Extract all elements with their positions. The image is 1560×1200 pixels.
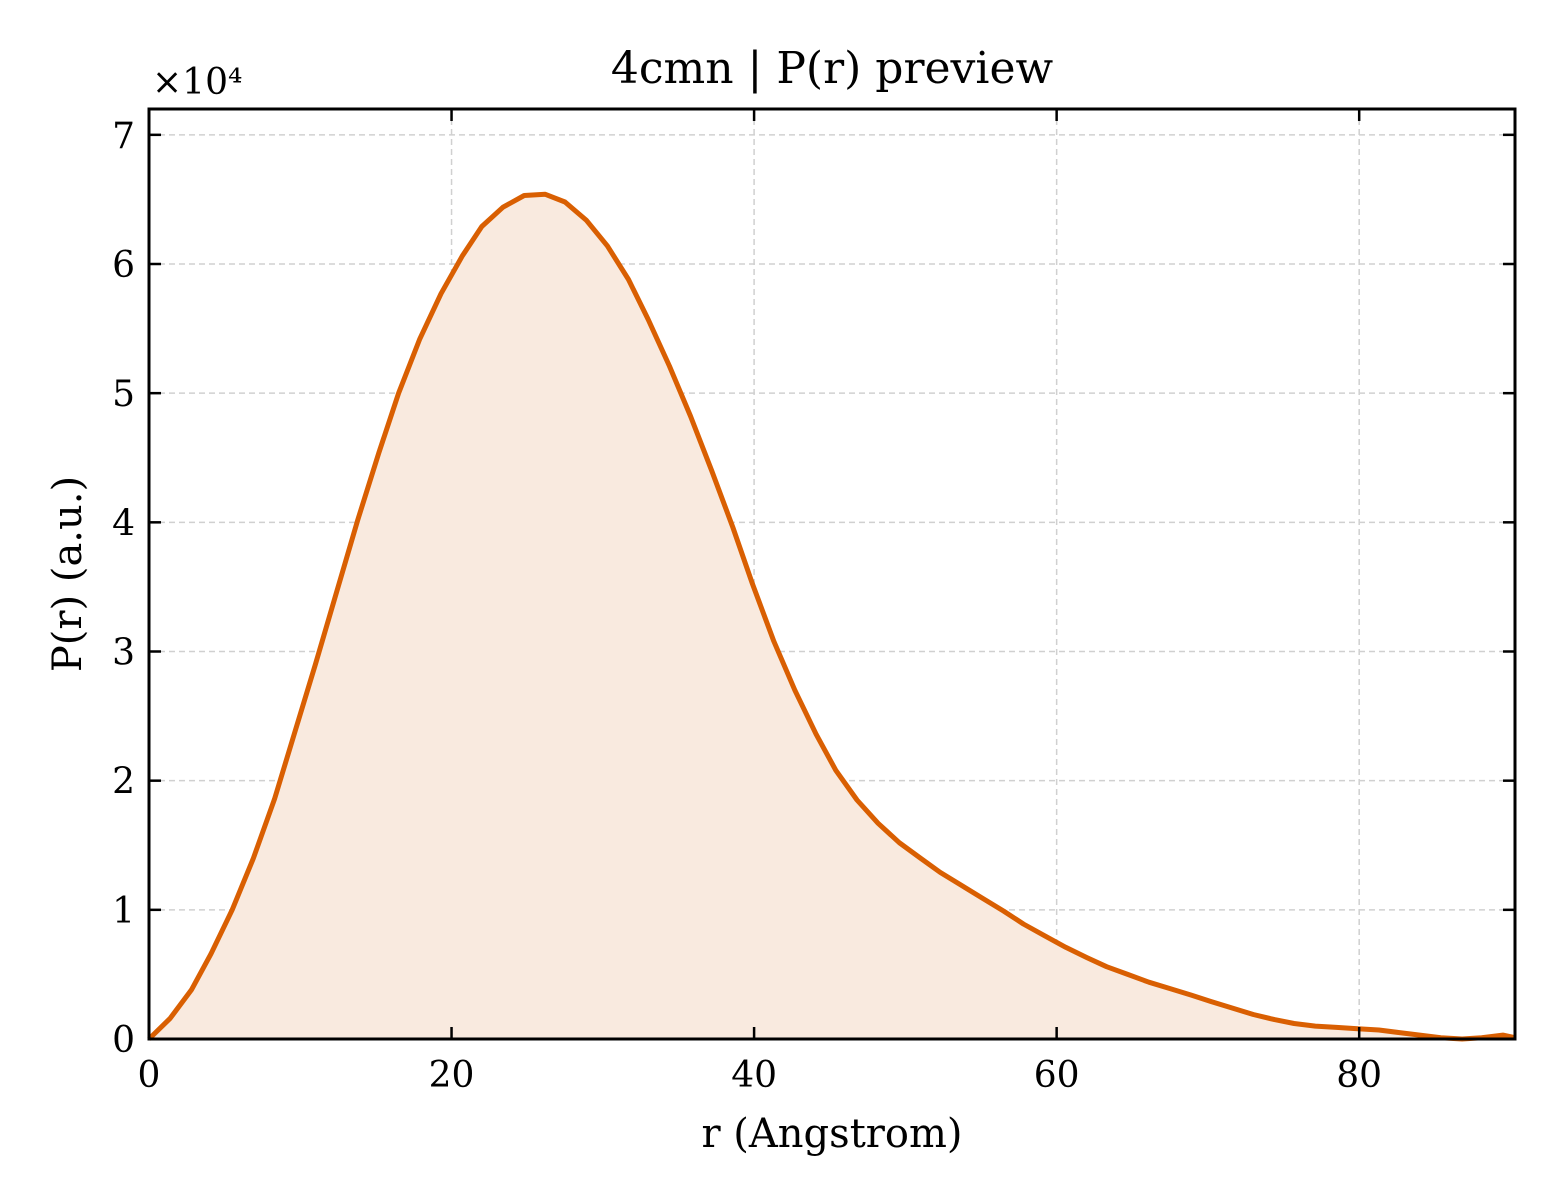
x-axis-ticks: 0 20 40 60 80: [138, 109, 1382, 1096]
y-scale-multiplier: ×10⁴: [152, 62, 242, 103]
y-axis-ticks: 0 1 2 3 4 5 6 7: [112, 116, 1515, 1061]
pr-area-fill: [149, 194, 1515, 1040]
y-tick-label: 2: [112, 762, 135, 803]
y-tick-label: 0: [112, 1020, 135, 1061]
y-tick-label: 7: [112, 116, 135, 157]
x-tick-label: 60: [1034, 1055, 1080, 1096]
plot-frame: [147, 107, 1517, 1041]
y-axis-label: P(r) (a.u.): [45, 476, 91, 672]
chart-title: 4cmn | P(r) preview: [611, 43, 1054, 94]
x-axis-label: r (Angstrom): [701, 1111, 962, 1157]
x-tick-label: 20: [429, 1055, 475, 1096]
y-tick-label: 4: [112, 503, 135, 544]
pr-series-line: [147, 191, 1516, 1042]
y-tick-label: 1: [112, 891, 135, 932]
x-tick-label: 0: [138, 1055, 161, 1096]
x-tick-label: 80: [1336, 1055, 1382, 1096]
x-tick-label: 40: [731, 1055, 777, 1096]
y-tick-label: 6: [112, 245, 135, 286]
y-tick-label: 3: [112, 633, 135, 674]
y-tick-label: 5: [112, 374, 135, 415]
